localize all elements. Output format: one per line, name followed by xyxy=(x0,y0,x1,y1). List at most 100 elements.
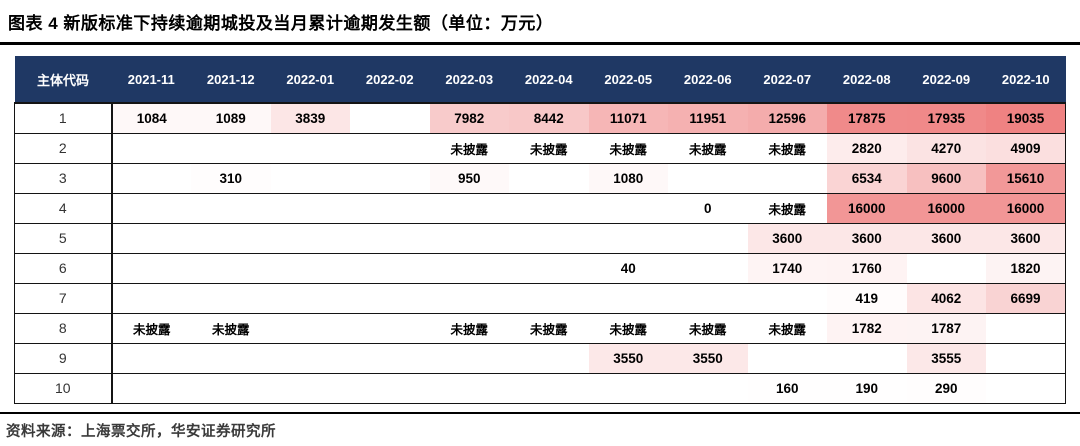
data-cell: 1760 xyxy=(827,252,907,283)
table-header: 主体代码 2021-11 2021-12 2022-01 2022-02 2022-03 2… xyxy=(14,56,1066,103)
table-row: 3 310 950 1080 6534 9600 15610 xyxy=(14,162,1066,193)
data-cell xyxy=(191,132,271,163)
data-cell: 950 xyxy=(429,162,509,193)
row-id-cell: 2 xyxy=(14,132,113,163)
data-cell xyxy=(668,222,748,253)
data-cell xyxy=(191,342,271,373)
data-cell xyxy=(747,162,827,193)
data-cell xyxy=(111,282,191,313)
table-row: 1 1084 1089 3839 7982 8442 11071 11951 12596 1787… xyxy=(14,102,1066,133)
table-row: 5 3600 3600 3600 3600 xyxy=(14,222,1066,253)
data-cell: 160 xyxy=(747,372,827,404)
data-cell: 15610 xyxy=(986,162,1066,193)
data-cell: 3839 xyxy=(270,102,350,133)
data-cell: 3600 xyxy=(906,222,986,253)
undisclosed-cell: 未披露 xyxy=(747,312,827,343)
data-cell: 3600 xyxy=(747,222,827,253)
data-cell xyxy=(429,342,509,373)
table-row: 6 40 1740 1760 1820 xyxy=(14,252,1066,283)
data-cell xyxy=(111,192,191,223)
data-cell: 3600 xyxy=(986,222,1066,253)
data-cell: 9600 xyxy=(906,162,986,193)
figure-title: 图表 4 新版标准下持续逾期城投及当月累计逾期发生额（单位：万元） xyxy=(8,14,554,33)
data-cell xyxy=(668,162,748,193)
data-cell: 17935 xyxy=(906,102,986,133)
row-id-cell: 3 xyxy=(14,162,113,193)
data-cell xyxy=(270,312,350,343)
table-container: 主体代码 2021-11 2021-12 2022-01 2022-02 2022-03 2… xyxy=(14,56,1066,404)
data-cell xyxy=(827,342,907,373)
undisclosed-cell: 未披露 xyxy=(509,312,589,343)
undisclosed-cell: 未披露 xyxy=(588,132,668,163)
data-cell: 11071 xyxy=(588,102,668,133)
undisclosed-cell: 未披露 xyxy=(668,132,748,163)
data-cell: 16000 xyxy=(906,192,986,223)
data-cell xyxy=(429,282,509,313)
data-cell xyxy=(270,342,350,373)
data-cell xyxy=(986,312,1066,343)
data-cell xyxy=(270,192,350,223)
row-id-cell: 5 xyxy=(14,222,113,253)
undisclosed-cell: 未披露 xyxy=(429,312,509,343)
undisclosed-cell: 未披露 xyxy=(747,132,827,163)
undisclosed-cell: 未披露 xyxy=(588,312,668,343)
data-cell xyxy=(350,252,430,283)
data-cell: 4909 xyxy=(986,132,1066,163)
data-cell xyxy=(350,192,430,223)
data-cell xyxy=(350,162,430,193)
undisclosed-cell: 未披露 xyxy=(429,132,509,163)
data-cell xyxy=(429,192,509,223)
data-cell: 3550 xyxy=(588,342,668,373)
data-cell: 4062 xyxy=(906,282,986,313)
data-cell: 2820 xyxy=(827,132,907,163)
undisclosed-cell: 未披露 xyxy=(668,312,748,343)
undisclosed-cell: 未披露 xyxy=(747,192,827,223)
title-divider xyxy=(0,42,1080,45)
data-cell: 3550 xyxy=(668,342,748,373)
row-id-cell: 10 xyxy=(14,372,113,404)
row-id-cell: 4 xyxy=(14,192,113,223)
data-cell: 3555 xyxy=(906,342,986,373)
data-cell: 16000 xyxy=(827,192,907,223)
table-row: 2 未披露 未披露 未披露 未披露 未披露 2820 4270 4909 xyxy=(14,132,1066,163)
data-cell xyxy=(350,282,430,313)
column-header: 2021-11 xyxy=(111,56,191,103)
row-id-cell: 9 xyxy=(14,342,113,373)
table-body: 1 1084 1089 3839 7982 8442 11071 11951 12596 1787… xyxy=(14,102,1066,404)
data-cell: 17875 xyxy=(827,102,907,133)
table-row: 8 未披露 未披露 未披露 未披露 未披露 未披露 未披露 1782 1787 xyxy=(14,312,1066,343)
data-cell: 7982 xyxy=(429,102,509,133)
column-header: 2022-01 xyxy=(270,56,350,103)
data-cell xyxy=(111,342,191,373)
data-cell xyxy=(111,132,191,163)
data-cell xyxy=(668,372,748,404)
column-header: 2022-02 xyxy=(350,56,430,103)
data-cell xyxy=(509,162,589,193)
column-header: 2021-12 xyxy=(191,56,271,103)
data-cell xyxy=(509,282,589,313)
data-cell: 0 xyxy=(668,192,748,223)
table-row: 10 160 190 290 xyxy=(14,372,1066,404)
data-cell: 1787 xyxy=(906,312,986,343)
data-cell xyxy=(668,252,748,283)
undisclosed-cell: 未披露 xyxy=(191,312,271,343)
data-cell: 6699 xyxy=(986,282,1066,313)
data-cell xyxy=(270,132,350,163)
column-header: 2022-04 xyxy=(509,56,589,103)
data-cell xyxy=(191,222,271,253)
id-column-header: 主体代码 xyxy=(14,56,112,103)
data-cell: 1089 xyxy=(191,102,271,133)
data-cell xyxy=(270,162,350,193)
data-cell: 40 xyxy=(588,252,668,283)
data-cell xyxy=(429,222,509,253)
data-cell: 310 xyxy=(191,162,271,193)
data-cell xyxy=(270,282,350,313)
data-cell: 1782 xyxy=(827,312,907,343)
data-cell xyxy=(111,222,191,253)
data-cell xyxy=(191,192,271,223)
data-cell xyxy=(668,282,748,313)
row-id-cell: 6 xyxy=(14,252,113,283)
data-cell xyxy=(509,222,589,253)
data-cell xyxy=(350,132,430,163)
data-cell: 1740 xyxy=(747,252,827,283)
